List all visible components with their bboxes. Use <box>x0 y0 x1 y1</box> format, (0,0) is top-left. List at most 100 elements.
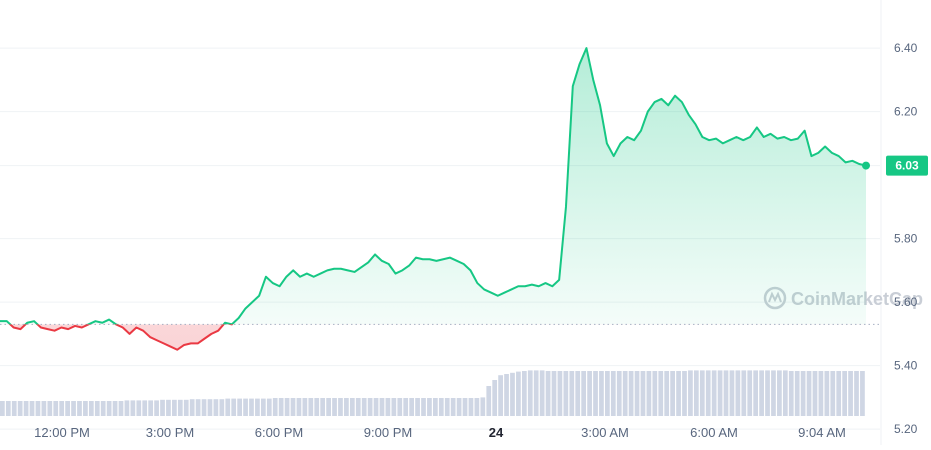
volume-bar <box>682 371 687 416</box>
volume-bar <box>391 398 397 416</box>
volume-bar <box>284 398 290 416</box>
volume-bar <box>130 400 136 416</box>
volume-bar <box>189 399 195 416</box>
y-tick-label: 5.80 <box>894 232 918 246</box>
volume-bar <box>272 398 278 416</box>
x-tick-label: 12:00 PM <box>34 425 90 440</box>
volume-bar <box>782 370 788 416</box>
volume-bar <box>777 370 782 416</box>
volume-bar <box>765 370 770 416</box>
volume-bar <box>427 398 432 416</box>
volume-bar <box>854 371 859 416</box>
volume-bar <box>664 371 670 416</box>
volume-bar <box>403 398 409 416</box>
volume-bar <box>456 398 462 416</box>
volume-bar <box>41 401 47 416</box>
y-tick-label: 6.40 <box>894 41 918 55</box>
price-line-up <box>0 47 867 325</box>
price-area-down <box>10 324 224 350</box>
volume-bar <box>231 398 237 416</box>
volume-bar <box>599 371 604 416</box>
volume-bar <box>462 398 468 416</box>
current-price-label: 6.03 <box>895 159 919 173</box>
volume-bar <box>142 400 148 416</box>
volume-bar <box>0 401 5 416</box>
volume-bar <box>266 398 272 416</box>
volume-bar <box>557 371 563 416</box>
volume-bar <box>444 398 450 416</box>
volume-bar <box>177 399 183 416</box>
volume-bar <box>533 370 539 416</box>
y-tick-label: 6.20 <box>894 105 918 119</box>
volume-bar <box>593 371 598 416</box>
y-tick-label: 5.60 <box>894 295 918 309</box>
y-axis-ticks: 6.40 6.20 6.03 5.80 5.60 5.40 5.20 <box>894 41 918 436</box>
volume-bar <box>249 398 254 416</box>
volume-bar <box>373 398 379 416</box>
volume-bar <box>166 399 171 416</box>
volume-bar <box>243 398 248 416</box>
volume-bar <box>480 397 486 416</box>
volume-bar <box>563 371 569 416</box>
volume-bar <box>219 399 225 416</box>
volume-bar <box>433 398 438 416</box>
volume-bar <box>260 398 266 416</box>
volume-bar <box>213 399 219 416</box>
volume-bar <box>824 371 830 416</box>
x-tick-label: 6:00 AM <box>690 425 738 440</box>
volume-bar <box>415 398 420 416</box>
volume-bar <box>278 398 284 416</box>
volume-bar <box>521 371 527 416</box>
volume-bar <box>705 370 711 416</box>
volume-bar <box>450 398 456 416</box>
volume-bar <box>545 371 551 416</box>
volume-bar <box>527 370 533 416</box>
volume-bar <box>201 399 207 416</box>
volume-bar <box>688 370 693 416</box>
volume-bar <box>788 371 794 416</box>
volume-bar <box>830 371 836 416</box>
volume-bar <box>806 371 812 416</box>
volume-bar <box>379 398 385 416</box>
volume-bar <box>308 398 314 416</box>
volume-bar <box>800 371 806 416</box>
volume-bar <box>658 371 664 416</box>
volume-bar <box>124 400 130 416</box>
volume-bar <box>421 398 426 416</box>
volume-bar <box>516 371 521 416</box>
volume-bar <box>836 371 842 416</box>
price-line <box>0 47 867 351</box>
volume-bar <box>723 370 729 416</box>
volume-bar <box>100 401 106 416</box>
volume-bar <box>118 401 124 416</box>
volume-bar <box>106 401 112 416</box>
volume-bar <box>237 398 242 416</box>
volume-bar <box>818 371 824 416</box>
volume-bar <box>302 398 308 416</box>
volume-bar <box>699 370 705 416</box>
volume-bar <box>320 398 326 416</box>
volume-bar <box>812 371 818 416</box>
volume-bar <box>183 399 189 416</box>
volume-bar <box>676 371 681 416</box>
volume-bar <box>338 398 343 416</box>
x-tick-label: 3:00 PM <box>146 425 194 440</box>
volume-bar <box>59 401 65 416</box>
volume-bar <box>397 398 403 416</box>
volume-bar <box>670 371 675 416</box>
volume-bar <box>794 371 800 416</box>
volume-bar <box>148 400 154 416</box>
x-tick-label: 3:00 AM <box>581 425 629 440</box>
volume-bar <box>741 370 747 416</box>
volume-bar <box>616 371 622 416</box>
volume-bar <box>35 401 41 416</box>
volume-bar <box>735 370 741 416</box>
x-tick-label: 9:04 AM <box>798 425 846 440</box>
volume-bar <box>468 398 474 416</box>
volume-bar <box>551 371 557 416</box>
volume-bar <box>314 398 320 416</box>
volume-bar <box>646 371 652 416</box>
y-tick-label: 5.40 <box>894 359 918 373</box>
volume-bar <box>634 371 640 416</box>
